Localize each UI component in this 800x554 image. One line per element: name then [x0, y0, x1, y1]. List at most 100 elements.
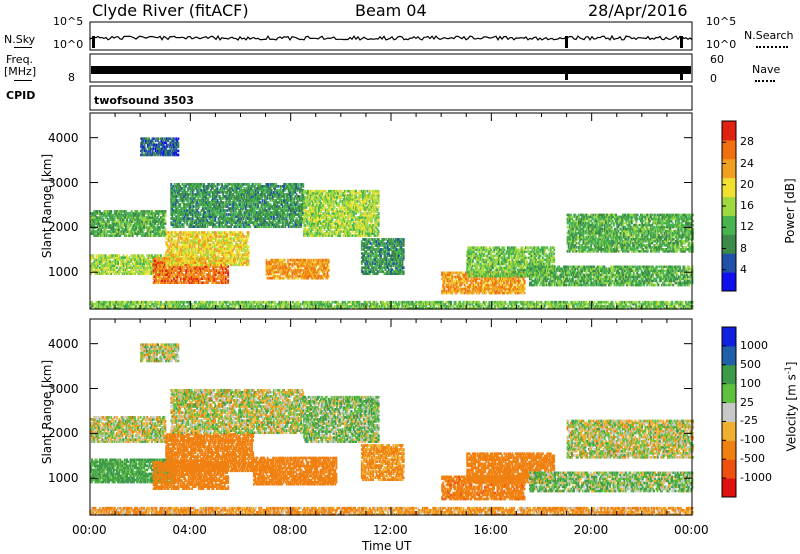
power-cell: [202, 245, 205, 248]
power-cell: [159, 271, 162, 274]
power-cell: [120, 226, 123, 229]
power-cell: [170, 193, 173, 196]
power-cell: [176, 259, 179, 263]
power-cell: [138, 226, 141, 229]
power-cell: [194, 257, 197, 261]
power-cell: [197, 281, 200, 285]
power-cell: [112, 232, 115, 235]
power-cell: [214, 265, 217, 268]
power-cell: [93, 224, 96, 227]
power-cell: [186, 239, 189, 242]
power-cell: [168, 255, 171, 259]
power-cell: [214, 273, 217, 276]
power-cell: [160, 277, 163, 281]
power-cell: [113, 264, 116, 268]
power-cell: [176, 271, 179, 274]
power-cell: [170, 265, 173, 268]
power-cell: [179, 259, 182, 263]
power-cell: [236, 233, 239, 236]
power-cell: [132, 232, 135, 235]
power-cell: [242, 239, 244, 242]
power-cell: [122, 272, 125, 276]
power-cell: [201, 259, 204, 263]
power-cell: [190, 271, 192, 274]
power-cell: [228, 237, 231, 240]
power-cell: [153, 218, 156, 221]
power-cell: [223, 259, 226, 263]
power-cell: [176, 267, 179, 270]
power-cell: [212, 281, 215, 285]
power-cell: [210, 257, 213, 261]
power-cell: [192, 263, 195, 267]
power-cell: [108, 264, 110, 268]
power-cell: [182, 191, 185, 194]
power-cell: [261, 199, 264, 202]
power-cell: [184, 245, 187, 248]
power-cell: [173, 241, 176, 244]
power-cell: [189, 211, 192, 214]
power-cell: [137, 254, 140, 257]
power-cell: [156, 232, 159, 235]
power-cell: [160, 279, 163, 283]
power-cell: [235, 249, 238, 252]
power-cell: [167, 257, 170, 261]
power-cell: [220, 243, 223, 246]
power-cell: [192, 273, 195, 276]
power-cell: [156, 257, 158, 260]
power-cell: [109, 266, 112, 270]
power-cell: [188, 225, 191, 229]
power-cell: [102, 230, 105, 233]
power-cell: [108, 262, 110, 266]
power-cell: [171, 267, 174, 270]
power-cell: [162, 234, 165, 237]
power-cell: [170, 249, 173, 252]
power-cell: [152, 269, 155, 272]
power-cell: [125, 272, 127, 276]
power-cell: [190, 273, 192, 276]
power-cell: [136, 224, 139, 227]
nsky-spike: [565, 36, 568, 48]
power-cell: [156, 216, 159, 219]
power-cell: [212, 237, 215, 240]
power-cell: [239, 243, 242, 246]
power-cell: [103, 212, 106, 215]
power-cell: [229, 243, 232, 246]
power-cell: [205, 249, 208, 252]
power-cell: [202, 241, 205, 244]
power-cell: [151, 262, 153, 266]
power-cell: [178, 223, 181, 226]
power-cell: [182, 201, 185, 204]
power-cell: [125, 264, 127, 268]
power-cell: [112, 230, 115, 233]
power-cell: [127, 260, 130, 263]
power-cell: [227, 259, 230, 263]
power-cell: [148, 268, 151, 272]
power-cell: [225, 251, 227, 255]
power-cell: [205, 277, 208, 281]
power-cell: [194, 277, 197, 281]
power-cell: [222, 201, 225, 204]
power-cell: [227, 241, 230, 244]
power-cell: [179, 213, 182, 216]
power-cell: [222, 277, 225, 281]
power-cell: [94, 266, 97, 270]
power-cell: [247, 255, 250, 259]
power-cell: [90, 264, 92, 268]
power-cell: [208, 243, 210, 246]
power-cell: [106, 268, 109, 272]
power-cell: [110, 262, 113, 266]
power-cell: [164, 212, 167, 215]
power-cell: [162, 263, 165, 266]
power-cell: [231, 259, 234, 263]
power-cell: [95, 272, 98, 276]
power-cell: [186, 211, 188, 214]
power-cell: [209, 279, 211, 283]
power-cell: [181, 225, 184, 229]
power-cell: [100, 224, 103, 227]
power-cell: [208, 273, 210, 276]
power-cell: [190, 197, 193, 200]
power-cell: [135, 262, 137, 266]
power-cell: [185, 245, 188, 248]
power-cell: [170, 251, 173, 255]
power-cell: [113, 216, 116, 219]
